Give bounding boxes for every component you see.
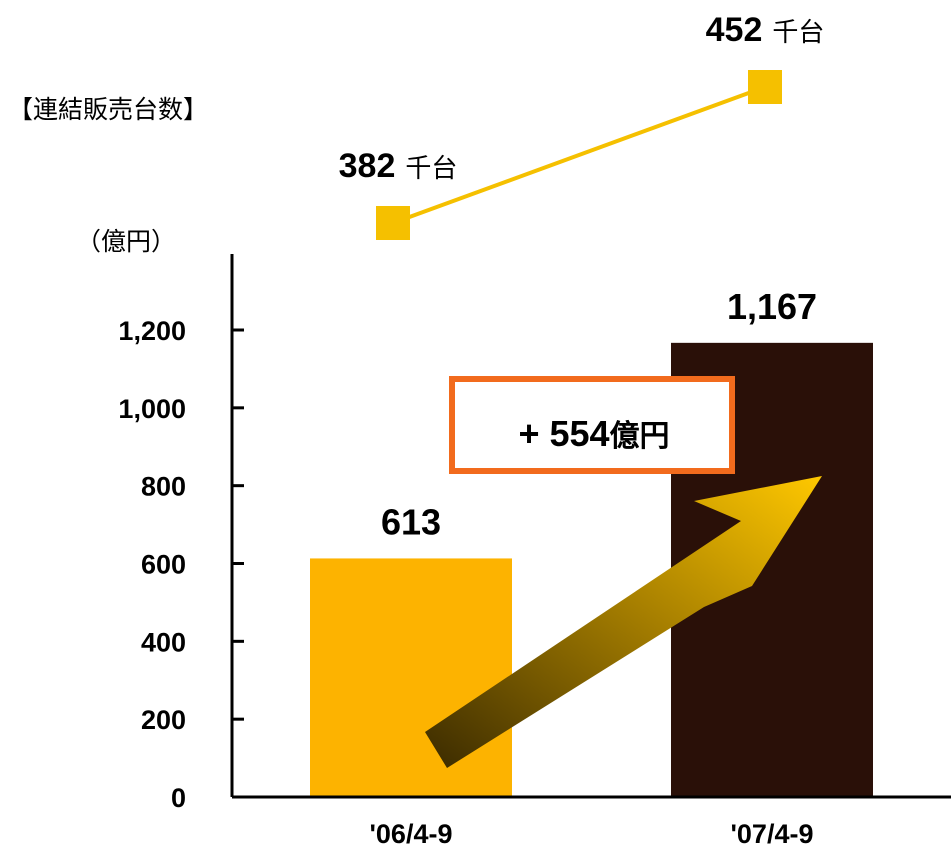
bar-value-label: 1,167 (727, 286, 817, 327)
units-marker (748, 70, 782, 104)
line-series-title: 【連結販売台数】 (8, 95, 208, 124)
y-tick-label: 1,200 (118, 316, 186, 346)
growth-arrow (425, 476, 822, 768)
difference-label: + 554億円 (518, 413, 669, 454)
units-line-segment (392, 85, 766, 225)
x-tick-label: '06/4-9 (370, 819, 453, 849)
x-axis-labels: '06/4-9 '07/4-9 (370, 819, 814, 849)
x-tick-label: '07/4-9 (731, 819, 814, 849)
y-tick-label: 1,000 (118, 394, 186, 424)
bar-value-label: 613 (381, 501, 441, 542)
units-marker (376, 206, 410, 240)
units-sold-line: 382 千台 452 千台 (339, 11, 825, 240)
y-tick-label: 0 (171, 783, 186, 813)
y-axis-unit: （億円） (76, 227, 176, 256)
y-tick-label: 800 (141, 472, 186, 502)
units-value-label: 452 千台 (706, 11, 825, 49)
y-tick-label: 600 (141, 550, 186, 580)
y-tick-label: 200 (141, 705, 186, 735)
bar-1 (310, 558, 512, 797)
bar-series: 613 1,167 (310, 286, 873, 797)
units-value-label: 382 千台 (339, 147, 458, 185)
difference-box (449, 376, 735, 474)
y-tick-label: 400 (141, 627, 186, 657)
difference-callout: + 554億円 (449, 376, 735, 474)
y-axis-ticks: 0 200 400 600 800 1,000 1,200 (118, 316, 244, 813)
